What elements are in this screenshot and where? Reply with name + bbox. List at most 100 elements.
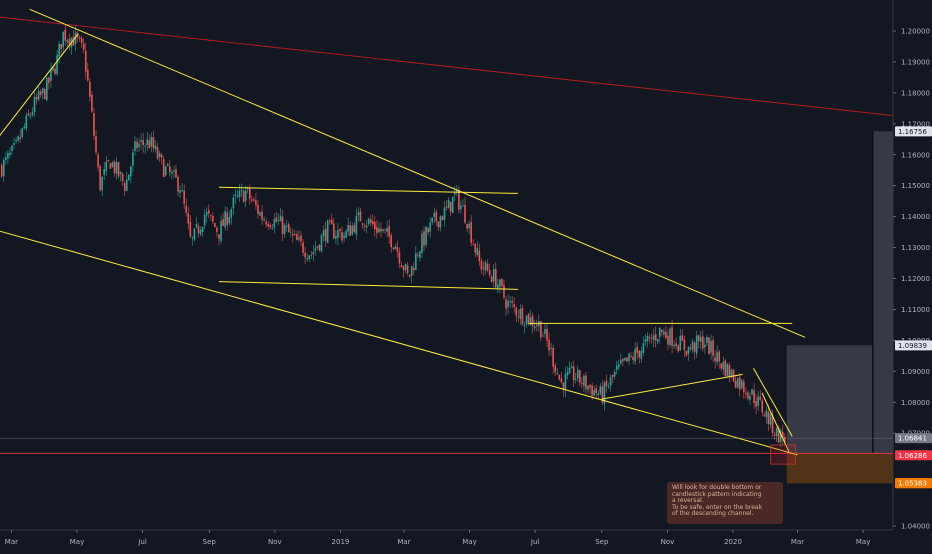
candle	[503, 279, 505, 300]
candle-body	[722, 361, 725, 370]
candle-body	[515, 307, 518, 316]
candle-body	[43, 88, 46, 99]
candle-body	[488, 269, 491, 275]
candle	[195, 216, 198, 229]
candle-body	[306, 258, 308, 259]
price-label-text: 1.05383	[898, 480, 927, 488]
x-tick-label: Jul	[137, 538, 147, 546]
candle-body	[298, 237, 300, 240]
candle-body	[89, 82, 91, 97]
candle	[296, 230, 298, 241]
annotation-line: a reversal.	[672, 497, 704, 505]
candle-body	[33, 97, 36, 113]
candle	[306, 253, 308, 262]
candle-body	[699, 337, 702, 342]
candle	[587, 385, 589, 393]
candle-body	[292, 233, 294, 236]
candle	[767, 404, 770, 431]
candle	[755, 393, 757, 415]
candle	[89, 78, 91, 102]
candle	[681, 329, 684, 341]
candle-body	[148, 140, 151, 148]
candle-body	[50, 69, 52, 81]
candle	[189, 215, 192, 239]
candle	[736, 377, 739, 389]
falling-wedge-upper-line	[752, 367, 793, 437]
candle-body	[492, 269, 495, 282]
candle-body	[603, 382, 606, 404]
candle-body	[78, 37, 81, 39]
candle-body	[349, 225, 352, 236]
y-tick-label: 1.19000	[901, 58, 930, 66]
candle-body	[52, 66, 54, 71]
candle	[326, 219, 329, 244]
candle	[484, 260, 487, 275]
candle-body	[429, 222, 431, 232]
candle-body	[484, 262, 487, 271]
annotation-note[interactable]: Will look for double bottom or candlesti…	[667, 482, 783, 524]
candle	[468, 220, 470, 235]
candle-body	[478, 250, 481, 262]
candle	[113, 159, 116, 177]
candle-body	[675, 343, 677, 347]
candle-body	[355, 215, 358, 235]
candle	[134, 136, 136, 156]
candle	[173, 165, 175, 178]
annotation-line: candlestick pattern indicating	[672, 490, 762, 498]
candle	[62, 31, 65, 55]
candle-body	[546, 328, 548, 341]
candle-body	[568, 367, 571, 374]
candle	[451, 196, 454, 214]
candle	[312, 245, 315, 262]
candle	[784, 433, 786, 447]
candle-body	[587, 386, 589, 390]
candle-body	[320, 235, 323, 252]
candle	[702, 329, 704, 352]
candle-body	[749, 395, 751, 400]
candle-body	[677, 345, 680, 352]
candle-body	[11, 145, 13, 152]
candle	[279, 207, 282, 222]
candle	[417, 252, 419, 259]
candle-body	[470, 221, 472, 243]
candle-body	[253, 199, 255, 201]
candle-body	[781, 431, 784, 439]
candle-body	[259, 212, 261, 216]
candle-body	[390, 235, 393, 248]
candle-body	[333, 223, 335, 239]
candle	[68, 33, 71, 51]
price-label-badge	[895, 478, 932, 489]
candle	[72, 30, 75, 46]
candle-body	[769, 413, 772, 425]
candle-body	[294, 234, 296, 236]
candle	[27, 109, 30, 117]
price-label: 1.16756	[895, 126, 932, 137]
candle-body	[251, 199, 253, 201]
price-label-badge	[895, 450, 932, 461]
candle-body	[185, 205, 188, 213]
candle-body	[232, 197, 235, 209]
candle	[398, 247, 401, 269]
candle-body	[419, 251, 421, 258]
y-tick-label: 1.20000	[901, 28, 930, 36]
candle-body	[745, 392, 747, 395]
candle-body	[144, 146, 147, 148]
candle	[689, 344, 692, 352]
candle-body	[570, 366, 573, 369]
candle-body	[93, 113, 95, 136]
candle-body	[726, 364, 729, 377]
candle-body	[304, 252, 306, 258]
candle-body	[226, 212, 229, 225]
candle	[560, 371, 563, 384]
candle	[31, 107, 34, 117]
candle	[433, 207, 436, 224]
candle	[316, 245, 319, 251]
target-zone	[786, 345, 873, 454]
candle-body	[113, 161, 116, 174]
entry-box	[770, 444, 796, 465]
candle	[488, 263, 491, 278]
candle-body	[109, 163, 112, 169]
candle-body	[558, 374, 561, 380]
